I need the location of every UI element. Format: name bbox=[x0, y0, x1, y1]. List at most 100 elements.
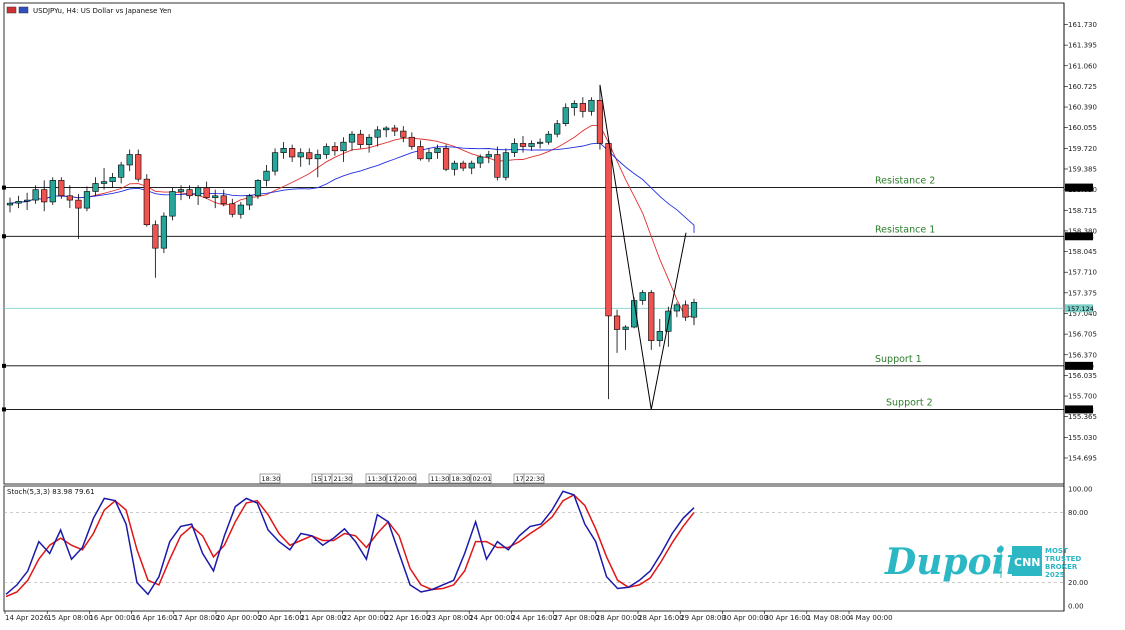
candle-down bbox=[605, 143, 612, 317]
candle-up bbox=[340, 141, 347, 152]
time-tick-label: 30 Apr 16:00 bbox=[765, 614, 811, 622]
time-tick-label: 23 Apr 08:00 bbox=[427, 614, 473, 622]
price-tick-label: 160.390 bbox=[1068, 104, 1097, 112]
candle-down bbox=[135, 154, 142, 180]
candle-down bbox=[289, 148, 296, 158]
zigzag-line bbox=[599, 84, 687, 410]
candle-down bbox=[58, 180, 65, 197]
main-panel-frame bbox=[3, 2, 1065, 485]
candle-up bbox=[571, 103, 578, 108]
time-box-frame bbox=[365, 473, 387, 484]
candle-down bbox=[66, 195, 73, 201]
ma-slow-line bbox=[9, 142, 695, 233]
candle-up bbox=[100, 181, 108, 184]
candle-up bbox=[15, 201, 22, 204]
candle-down bbox=[306, 152, 313, 160]
time-box-frame bbox=[449, 473, 471, 484]
logo-caption-1: MOST bbox=[1045, 547, 1068, 555]
stoch-tick-label: 80.00 bbox=[1068, 509, 1088, 517]
time-tick-label: 24 Apr 00:00 bbox=[469, 614, 515, 622]
candle-up bbox=[195, 187, 202, 197]
candle-down bbox=[613, 315, 621, 330]
time-box-frame bbox=[259, 473, 281, 484]
candle-up bbox=[502, 152, 510, 178]
price-tick-label: 161.395 bbox=[1068, 42, 1097, 50]
candle-up bbox=[365, 136, 373, 145]
time-tick-label: 1 May 08:00 bbox=[807, 614, 851, 622]
time-box-frame bbox=[523, 473, 545, 484]
time-box-label: 02:01 bbox=[473, 475, 492, 483]
candle-down bbox=[596, 99, 604, 144]
dupoin-logo: Dupoin CNN MOST TRUSTED BROKER 2025 bbox=[884, 541, 1081, 583]
chart-title: USDJPYu, H4: US Dollar vs Japanese Yen bbox=[33, 7, 172, 15]
candle-up bbox=[562, 107, 569, 124]
candle-down bbox=[519, 143, 527, 147]
time-box: 11:30 bbox=[365, 473, 387, 484]
logo-caption-2: TRUSTED bbox=[1045, 555, 1081, 563]
price-tick-label: 155.030 bbox=[1068, 434, 1097, 442]
time-box-label: 22:30 bbox=[526, 475, 545, 483]
price-tick-label: 155.700 bbox=[1068, 393, 1097, 401]
level-price-tag-text: 158.293 bbox=[1067, 233, 1094, 241]
stoch-tick-label: 20.00 bbox=[1068, 579, 1088, 587]
time-tick-label: 20 Apr 00:00 bbox=[216, 614, 262, 622]
price-tick-label: 156.035 bbox=[1068, 372, 1097, 380]
time-box: 22:30 bbox=[523, 473, 545, 484]
candle-up bbox=[212, 195, 219, 198]
candle-up bbox=[254, 180, 262, 197]
candle-down bbox=[442, 148, 450, 170]
candle-up bbox=[451, 162, 458, 170]
candle-down bbox=[417, 146, 424, 160]
level-price-tag bbox=[1065, 405, 1093, 414]
time-box-label: 17: bbox=[389, 475, 399, 483]
candle-up bbox=[160, 215, 168, 249]
candle-up bbox=[271, 152, 279, 172]
price-tick-label: 157.710 bbox=[1068, 269, 1097, 277]
candle-up bbox=[263, 170, 270, 181]
candle-up bbox=[118, 164, 125, 178]
candle-down bbox=[494, 154, 501, 178]
price-tick-label: 156.370 bbox=[1068, 351, 1097, 359]
chart-menu-icon[interactable] bbox=[6, 6, 17, 14]
price-tick-label: 160.725 bbox=[1068, 83, 1097, 91]
logo-brand-text: Dupoin bbox=[884, 541, 1031, 583]
candle-up bbox=[177, 189, 185, 192]
time-box-label: 15: bbox=[314, 475, 324, 483]
candle-up bbox=[468, 162, 475, 169]
candle-up bbox=[434, 148, 441, 153]
candle-down bbox=[203, 187, 210, 198]
candle-up bbox=[32, 189, 39, 201]
candle-down bbox=[186, 189, 193, 197]
time-box-frame bbox=[428, 473, 450, 484]
candle-down bbox=[143, 178, 150, 226]
price-tick-label: 160.055 bbox=[1068, 124, 1097, 132]
time-tick-label: 15 Apr 08:00 bbox=[47, 614, 93, 622]
candle-down bbox=[648, 292, 655, 341]
candle-up bbox=[169, 191, 176, 217]
candle-up bbox=[348, 133, 356, 143]
level-price-tag bbox=[1065, 361, 1093, 370]
candle-down bbox=[152, 224, 159, 249]
time-box: 21:30 bbox=[331, 473, 353, 484]
time-tick-label: 14 Apr 2026 bbox=[5, 614, 49, 622]
candle-up bbox=[383, 127, 390, 131]
stoch-tick-label: 100.00 bbox=[1068, 486, 1093, 494]
time-box: 18:30 bbox=[449, 473, 471, 484]
time-box-frame bbox=[470, 473, 492, 484]
level-price-tag bbox=[1065, 232, 1093, 241]
ma-fast-line bbox=[9, 125, 695, 324]
chart-menu-icon-2[interactable] bbox=[18, 6, 29, 14]
time-tick-label: 28 Apr 00:00 bbox=[596, 614, 642, 622]
time-tick-label: 16 Apr 16:00 bbox=[132, 614, 178, 622]
candle-up bbox=[323, 146, 330, 155]
candle-down bbox=[408, 136, 415, 147]
level-price-tag-text: 159.083 bbox=[1067, 184, 1094, 192]
cnn-badge-text: CNN bbox=[1014, 556, 1041, 569]
time-box-label: 17: bbox=[516, 475, 526, 483]
time-tick-label: 4 May 00:00 bbox=[849, 614, 893, 622]
level-anchor bbox=[2, 363, 6, 368]
time-box-label: 11:30 bbox=[368, 475, 387, 483]
time-box-frame bbox=[331, 473, 353, 484]
candle-up bbox=[622, 326, 629, 330]
